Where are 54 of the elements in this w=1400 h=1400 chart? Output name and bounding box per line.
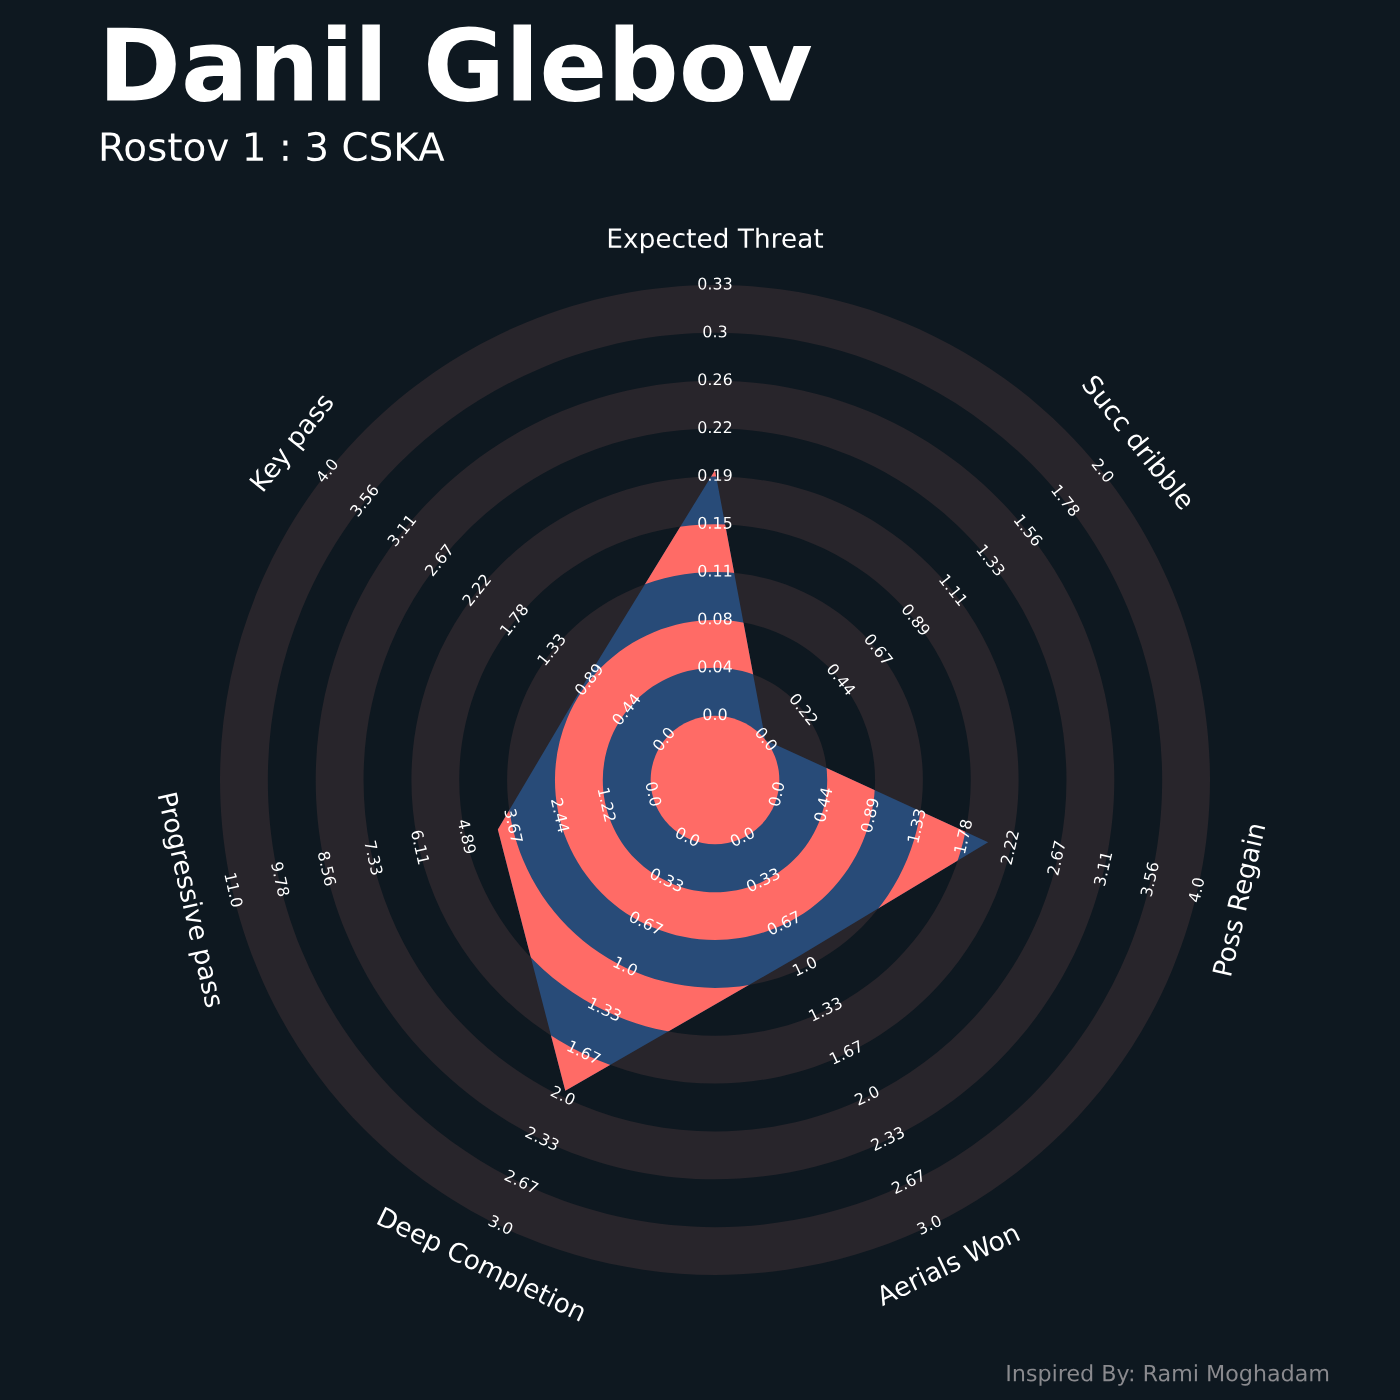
text: 3.56 <box>1139 861 1160 897</box>
text: 0.89 <box>860 797 880 833</box>
text: 2.44 <box>550 797 570 834</box>
text: 0.44 <box>813 786 833 823</box>
text: 1.33 <box>808 996 843 1022</box>
text: 2.0 <box>1091 457 1116 484</box>
text: 4.0 <box>1187 877 1205 903</box>
text: 0.0 <box>645 781 663 807</box>
text: 2.67 <box>890 1169 926 1195</box>
text: 1.0 <box>792 955 818 977</box>
text: 9.78 <box>270 861 291 897</box>
text: 1.67 <box>829 1039 864 1065</box>
text: 4.89 <box>457 818 477 855</box>
text: 3.0 <box>487 1214 514 1236</box>
text: 0.0 <box>767 781 785 807</box>
text: 1.33 <box>906 808 926 843</box>
text: 0.19 <box>698 468 732 482</box>
text: 2.0 <box>853 1084 880 1106</box>
text: 8.56 <box>317 850 337 887</box>
text: 0.67 <box>628 910 664 936</box>
text: 2.33 <box>524 1125 560 1152</box>
chart-subtitle: Rostov 1 : 3 CSKA <box>101 131 445 162</box>
text: 1.22 <box>597 787 617 822</box>
chart-title: Danil Glebov <box>107 24 812 103</box>
text: Inspired By: Rami Moghadam <box>1007 1364 1329 1386</box>
text: 0.33 <box>698 277 732 290</box>
text: 0.0 <box>651 726 676 752</box>
text: 2.33 <box>870 1125 906 1152</box>
text: 2.67 <box>504 1168 540 1195</box>
text: 2.0 <box>550 1084 577 1106</box>
text: 6.11 <box>410 829 430 865</box>
spoke-label: Expected Threat <box>608 227 824 254</box>
text: 3.67 <box>504 808 524 844</box>
text: 0.0 <box>674 826 701 848</box>
text: 1.67 <box>566 1039 602 1065</box>
text: 1.0 <box>612 955 639 977</box>
text: 7.33 <box>364 840 384 876</box>
text: 0.67 <box>766 910 802 936</box>
text: 2.22 <box>1000 830 1019 865</box>
text: 0.0 <box>729 826 756 848</box>
text: 0.26 <box>698 373 732 386</box>
text: 4.0 <box>314 457 339 484</box>
text: 1.78 <box>953 818 973 854</box>
text: 11.0 <box>224 872 244 908</box>
text: 0.33 <box>745 867 781 893</box>
text: 0.22 <box>698 421 732 434</box>
text: 1.33 <box>587 996 623 1022</box>
text: 0.0 <box>754 726 779 752</box>
text: 0.33 <box>649 867 685 893</box>
spoke-label: Poss Regain <box>1211 822 1271 978</box>
text: 0.3 <box>703 325 727 338</box>
text: 3.0 <box>916 1214 943 1236</box>
text: 3.11 <box>1093 851 1113 887</box>
text: 2.67 <box>1046 840 1066 876</box>
